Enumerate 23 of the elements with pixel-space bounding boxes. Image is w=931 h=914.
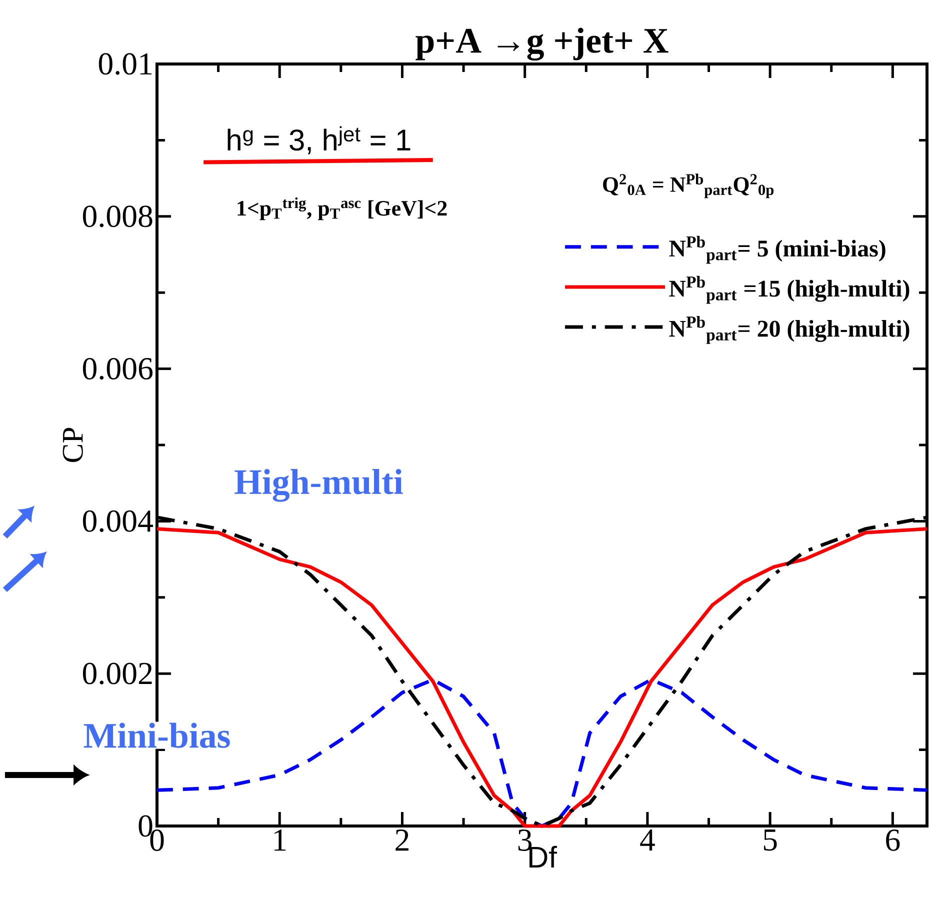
chart-title: p+A →g +jet+ X (416, 28, 668, 60)
x-tick-label: 1 (274, 830, 286, 851)
x-tick-label: 2 (396, 830, 408, 851)
legend-label: N$^{Pb}$$_{part}$= 5 (mini-bias) (669, 236, 886, 264)
x-tick-label: 5 (764, 830, 777, 851)
x-axis-title: Df (530, 846, 557, 868)
x-tick-label: 3 (518, 830, 532, 851)
y-tick-label: 0.004 (82, 510, 153, 532)
y-tick-label: 0 (138, 815, 152, 837)
y-tick-label: 0.002 (82, 662, 152, 684)
y-tick-label: 0.006 (82, 358, 153, 380)
annotation: Mini-bias (84, 722, 230, 748)
annotation: h$^{g}$ = 3, h$^{jet}$ = 1 (228, 126, 410, 154)
legend-label: N$^{Pb}$$_{part}$ =15 (high-multi) (669, 276, 910, 304)
annotation: High-multi (234, 468, 403, 502)
y-axis-title: CP (62, 428, 83, 462)
x-tick-label: 6 (886, 830, 900, 851)
legend-label: N$^{Pb}$$_{part}$= 20 (high-multi) (669, 316, 910, 344)
y-tick-label: 0.008 (82, 206, 152, 228)
text: Q$^{2}$$_{0A}$ = N$^{Pb}$$_{part}$Q$^{2}$0p (603, 174, 774, 198)
x-tick-label: 4 (640, 830, 655, 851)
y-tick-label: 0.01 (98, 53, 152, 75)
annotation: 1<p$_{T}$$^{trig}$, p$_{T}$$^{asc}$ [GeV]<2 (238, 197, 447, 220)
